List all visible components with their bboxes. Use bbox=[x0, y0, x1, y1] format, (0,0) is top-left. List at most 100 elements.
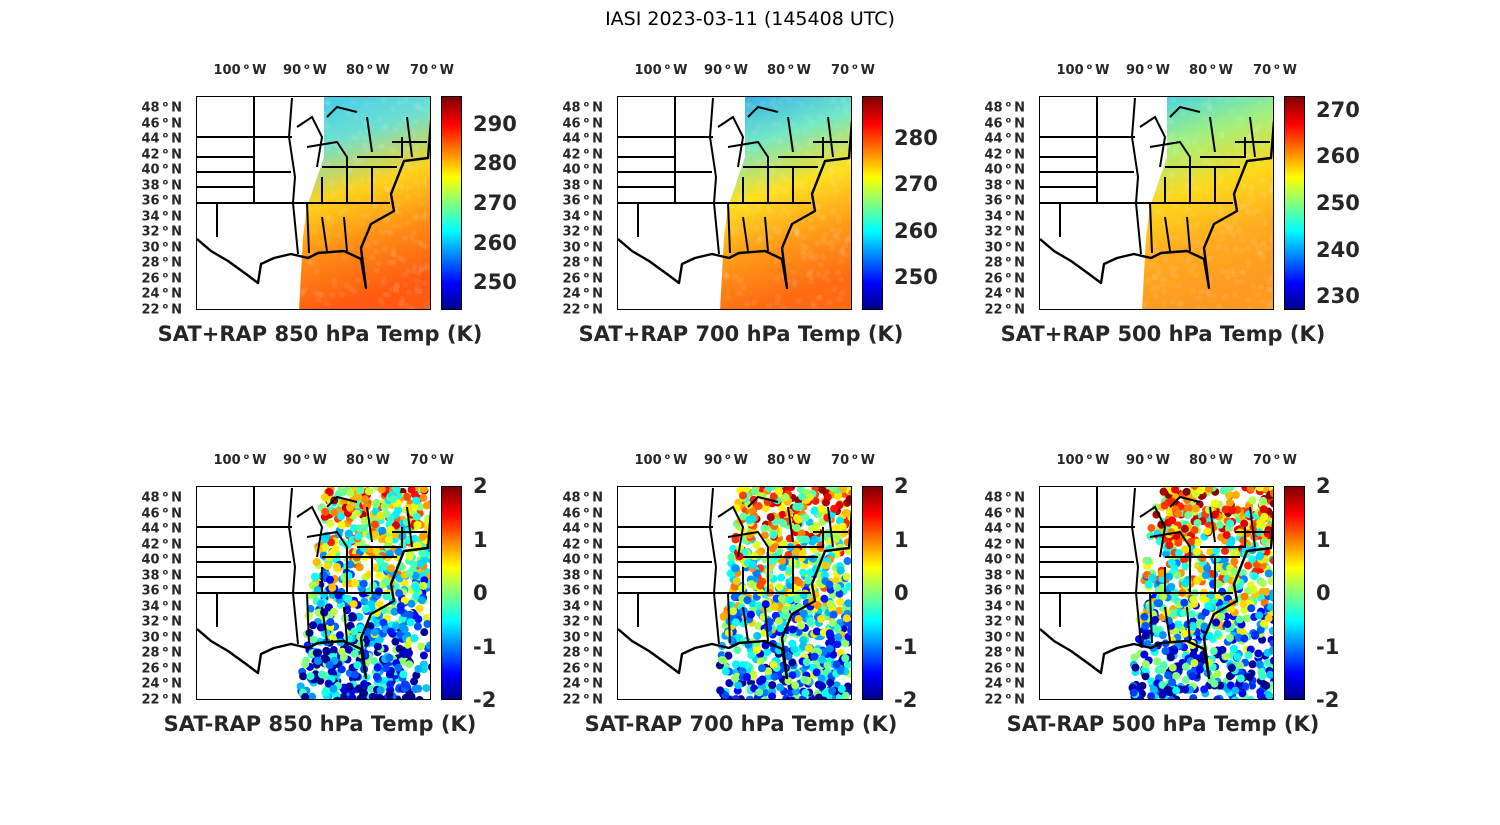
swath-texture-dot bbox=[1194, 132, 1201, 139]
state-boundary bbox=[357, 137, 403, 158]
data-point bbox=[755, 688, 764, 697]
longitude-tick-label: 90 o W bbox=[1126, 62, 1170, 78]
swath-texture-dot bbox=[343, 282, 350, 289]
swath-texture-dot bbox=[755, 158, 762, 165]
data-point bbox=[836, 666, 845, 675]
data-point bbox=[1197, 487, 1206, 495]
swath-texture-dot bbox=[357, 129, 364, 136]
swath-texture-dot bbox=[1268, 304, 1273, 309]
swath-texture-dot bbox=[736, 196, 743, 203]
swath-texture-dot bbox=[1206, 102, 1213, 109]
data-point bbox=[346, 621, 355, 630]
swath-texture-dot bbox=[1176, 302, 1183, 309]
swath-texture-dot bbox=[299, 289, 306, 296]
swath-texture-dot bbox=[405, 184, 412, 191]
colorbar-tick-label: 1 bbox=[1316, 527, 1331, 552]
data-point bbox=[1235, 615, 1244, 624]
swath-texture-dot bbox=[732, 273, 739, 280]
data-point bbox=[1219, 487, 1228, 495]
swath-texture-dot bbox=[413, 284, 420, 291]
swath-texture-dot bbox=[1257, 177, 1264, 184]
swath-texture-dot bbox=[382, 122, 389, 129]
swath-texture-dot bbox=[411, 263, 418, 270]
data-point bbox=[745, 695, 754, 699]
state-boundary bbox=[764, 216, 769, 252]
latitude-tick-label: 40 o N bbox=[562, 551, 603, 568]
swath-texture-dot bbox=[388, 144, 395, 151]
data-point bbox=[1246, 487, 1255, 493]
swath-texture-dot bbox=[381, 124, 388, 131]
data-point bbox=[746, 610, 755, 619]
swath-texture-dot bbox=[1201, 101, 1208, 108]
swath-texture-dot bbox=[724, 295, 731, 302]
data-point bbox=[753, 631, 762, 640]
data-point bbox=[382, 509, 391, 518]
data-point bbox=[1212, 546, 1221, 555]
swath-texture-dot bbox=[423, 302, 430, 309]
data-point bbox=[788, 639, 797, 648]
data-point bbox=[1153, 657, 1162, 666]
latitude-tick-label: 34 o N bbox=[141, 208, 182, 225]
swath-texture-dot bbox=[1245, 296, 1252, 303]
data-point bbox=[1258, 635, 1267, 644]
data-point bbox=[394, 547, 403, 556]
data-point bbox=[841, 654, 850, 663]
latitude-tick-label: 26 o N bbox=[141, 270, 182, 287]
swath-texture-dot bbox=[833, 122, 840, 129]
panel-title: SAT+RAP 500 hPa Temp (K) bbox=[1000, 322, 1326, 346]
state-boundary bbox=[727, 140, 769, 172]
data-point bbox=[1189, 651, 1198, 660]
latitude-tick-label: 38 o N bbox=[141, 567, 182, 584]
swath-texture-dot bbox=[1201, 304, 1208, 309]
swath-texture-dot bbox=[1162, 257, 1169, 264]
colorbar-tick-label: 0 bbox=[473, 581, 488, 605]
state-boundary bbox=[742, 606, 749, 642]
swath-texture-dot bbox=[803, 244, 810, 251]
swath-texture-dot bbox=[326, 222, 333, 229]
latitude-tick-label: 36 o N bbox=[562, 582, 603, 599]
swath-texture-dot bbox=[350, 183, 357, 190]
swath-texture-dot bbox=[1169, 270, 1176, 277]
swath-texture-dot bbox=[794, 128, 801, 135]
data-point bbox=[301, 660, 310, 669]
data-point bbox=[826, 599, 835, 608]
longitude-tick-label: 100 o W bbox=[1056, 62, 1110, 78]
figure-title: IASI 2023-03-11 (145408 UTC) bbox=[605, 8, 895, 30]
longitude-tick-label: 70 o W bbox=[831, 62, 875, 78]
swath-texture-dot bbox=[822, 231, 829, 238]
swath-texture-dot bbox=[802, 113, 809, 120]
swath-texture-dot bbox=[1255, 244, 1262, 251]
data-point bbox=[407, 487, 416, 494]
swath-texture-dot bbox=[1238, 268, 1245, 275]
data-point bbox=[332, 562, 341, 571]
swath-texture-dot bbox=[390, 177, 397, 184]
data-point bbox=[810, 535, 819, 544]
data-point bbox=[1213, 630, 1222, 639]
state-boundary bbox=[306, 530, 348, 562]
swath-texture-dot bbox=[770, 135, 777, 142]
data-point bbox=[375, 571, 384, 580]
data-point bbox=[361, 605, 370, 614]
data-point bbox=[362, 502, 371, 511]
data-point bbox=[732, 660, 741, 669]
swath-texture-dot bbox=[805, 272, 812, 279]
swath-texture-dot bbox=[1195, 295, 1202, 302]
data-point bbox=[1248, 555, 1257, 564]
data-point bbox=[781, 493, 790, 502]
longitude-tick-label: 100 o W bbox=[1056, 452, 1110, 468]
data-point bbox=[418, 548, 427, 557]
latitude-tick-label: 48 o N bbox=[141, 99, 182, 116]
data-point bbox=[1269, 489, 1273, 498]
data-point bbox=[1236, 668, 1245, 677]
data-point bbox=[370, 520, 379, 529]
swath-texture-dot bbox=[1216, 303, 1223, 309]
data-point bbox=[403, 492, 412, 501]
latitude-tick-label: 42 o N bbox=[141, 146, 182, 163]
swath-texture-dot bbox=[839, 250, 846, 257]
swath-texture-dot bbox=[1167, 132, 1174, 139]
data-point bbox=[1269, 639, 1273, 648]
swath-texture-dot bbox=[847, 196, 851, 203]
map-panel: 100 o W 90 o W 80 o W 70 o W 48 o N 46 o N 44 o N 42 o N 40 o N 38 o… bbox=[973, 450, 1393, 750]
latitude-tick-label: 22 o N bbox=[984, 691, 1025, 708]
colorbar bbox=[862, 96, 883, 310]
